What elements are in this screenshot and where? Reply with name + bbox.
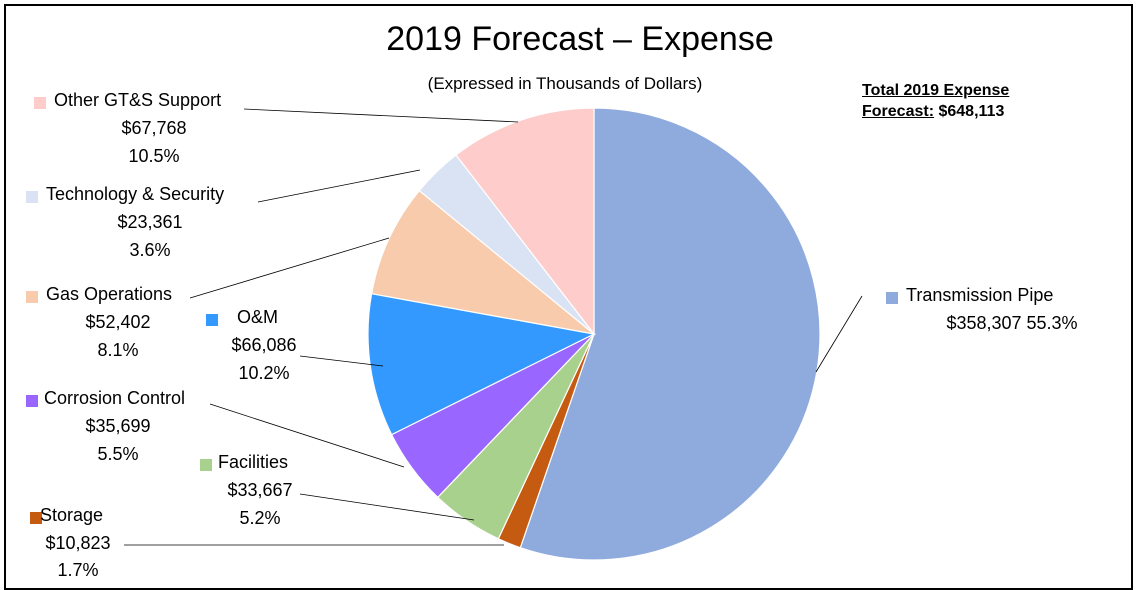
slice-gas-operations <box>370 189 597 336</box>
total-label-2: Forecast: <box>862 103 935 120</box>
leader-oandm <box>299 355 384 367</box>
leader-facilities <box>299 493 475 521</box>
label-name-transmission-pipe: Transmission Pipe <box>906 285 1053 305</box>
label-name-storage: Storage <box>40 505 103 525</box>
label-value-oandm: $66,086 <box>231 335 296 355</box>
leader-corrosion-control <box>209 403 405 468</box>
leader-other-gtands-support <box>243 108 519 123</box>
label-name-gas-operations: Gas Operations <box>46 284 172 304</box>
label-name-technology-and-security: Technology & Security <box>46 184 224 204</box>
swatch-technology-and-security <box>26 191 38 203</box>
swatch-other-gtands-support <box>34 97 46 109</box>
total-label: Total 2019 Expense <box>862 82 1010 99</box>
swatch-transmission-pipe <box>886 292 898 304</box>
label-value-technology-and-security: $23,361 <box>117 212 182 232</box>
swatch-oandm <box>206 314 218 326</box>
label-name-other-gtands-support: Other GT&S Support <box>54 90 221 110</box>
swatch-gas-operations <box>26 291 38 303</box>
chart-subtitle: (Expressed in Thousands of Dollars) <box>427 74 703 93</box>
total-expense-note: Total 2019 Expense Forecast: $648,113 <box>862 80 1082 122</box>
label-name-corrosion-control: Corrosion Control <box>44 388 185 408</box>
leader-transmission-pipe <box>815 295 863 373</box>
swatch-facilities <box>200 459 212 471</box>
leader-technology-and-security <box>257 169 421 203</box>
label-value-storage: $10,823 <box>45 533 110 553</box>
label-percent-other-gtands-support: 10.5% <box>128 146 179 166</box>
label-percent-technology-and-security: 3.6% <box>129 240 170 260</box>
chart-title: 2019 Forecast – Expense <box>386 20 774 58</box>
label-percent-corrosion-control: 5.5% <box>97 444 138 464</box>
label-percent-oandm: 10.2% <box>238 363 289 383</box>
swatch-corrosion-control <box>26 395 38 407</box>
label-value-corrosion-control: $35,699 <box>85 416 150 436</box>
label-name-oandm: O&M <box>237 307 278 327</box>
label-value-facilities: $33,667 <box>227 480 292 500</box>
swatch-storage <box>30 512 42 524</box>
slice-other-gtands-support <box>455 107 595 336</box>
label-value-transmission-pipe: $358,307 55.3% <box>946 313 1077 333</box>
slice-oandm <box>367 292 596 436</box>
label-percent-storage: 1.7% <box>57 560 98 580</box>
label-value-other-gtands-support: $67,768 <box>121 118 186 138</box>
label-value-gas-operations: $52,402 <box>85 312 150 332</box>
total-value: $648,113 <box>938 103 1005 120</box>
label-percent-facilities: 5.2% <box>239 508 280 528</box>
leader-gas-operations <box>189 237 390 299</box>
label-name-facilities: Facilities <box>218 452 288 472</box>
label-percent-gas-operations: 8.1% <box>97 340 138 360</box>
